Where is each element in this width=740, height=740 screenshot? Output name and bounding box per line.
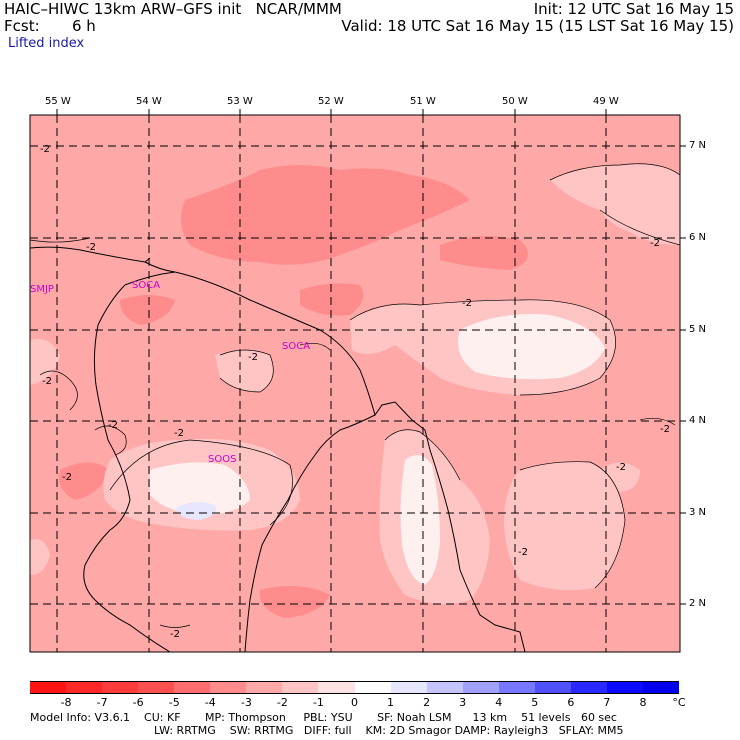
colorbar-tick-label: 5	[531, 696, 539, 709]
lat-label: 7 N	[689, 140, 707, 151]
valid-time: Valid: 18 UTC Sat 16 May 15 (15 LST Sat …	[341, 17, 734, 35]
lon-label: 50 W	[502, 96, 528, 107]
colorbar-swatch	[318, 681, 355, 694]
colorbar-swatch	[354, 681, 392, 694]
colorbar-swatch	[210, 681, 247, 694]
colorbar-tick-label: -8	[60, 696, 72, 709]
lon-label: 53 W	[227, 96, 253, 107]
lat-label: 2 N	[689, 598, 707, 609]
contour-label: -2	[170, 629, 180, 640]
colorbar-swatch	[534, 681, 572, 694]
contour-label: -2	[462, 298, 472, 309]
contour-label: -2	[616, 462, 626, 473]
station-label: SOCA	[132, 280, 160, 291]
lat-label: 5 N	[689, 324, 707, 335]
colorbar-swatch	[642, 681, 680, 694]
lon-label: 54 W	[136, 96, 162, 107]
lon-label: 55 W	[45, 96, 71, 107]
lat-label: 3 N	[689, 507, 707, 518]
colorbar-swatch	[30, 681, 67, 694]
contour-label: -2	[248, 352, 258, 363]
colorbar-tick-label: -6	[132, 696, 144, 709]
colorbar-tick-label: 4	[495, 696, 503, 709]
model-title: HAIC–HIWC 13km ARW–GFS init NCAR/MMM	[4, 0, 342, 18]
colorbar-tick-label: -1	[312, 696, 324, 709]
colorbar-swatch	[498, 681, 536, 694]
contour-label: -2	[108, 420, 118, 431]
colorbar-tick-label: 7	[603, 696, 611, 709]
colorbar-swatch	[246, 681, 283, 694]
field-neg3-regions	[59, 165, 528, 618]
forecast-hour: 6 h	[72, 17, 96, 35]
colorbar-tick-label: -2	[276, 696, 288, 709]
colorbar-tick-label: -5	[168, 696, 180, 709]
contour-label: -2	[40, 144, 50, 155]
contour-label: -2	[86, 242, 96, 253]
colorbar-tick-label: 2	[423, 696, 431, 709]
colorbar-swatch	[606, 681, 644, 694]
colorbar-tick-label: -4	[204, 696, 216, 709]
colorbar-tick-label: -3	[240, 696, 252, 709]
station-label: SOOS	[208, 454, 236, 465]
colorbar-swatch	[102, 681, 139, 694]
colorbar-tick-label: 8	[639, 696, 647, 709]
lon-label: 52 W	[318, 96, 344, 107]
contour-label: -2	[174, 428, 184, 439]
colorbar-swatch	[426, 681, 464, 694]
model-info-line2: LW: RRTMG SW: RRTMG DIFF: full KM: 2D Sm…	[154, 724, 624, 737]
lat-label: 4 N	[689, 415, 707, 426]
colorbar-swatch	[570, 681, 608, 694]
field-pos1-region	[175, 502, 216, 520]
colorbar-swatch	[66, 681, 103, 694]
contour-label: -2	[660, 424, 670, 435]
colorbar-unit: °C	[672, 696, 686, 709]
colorbar-swatch	[462, 681, 500, 694]
colorbar-tick-label: 6	[567, 696, 575, 709]
contour-label: -2	[42, 376, 52, 387]
contour-label: -2	[650, 238, 660, 249]
contour-label: -2	[62, 472, 72, 483]
colorbar-swatch	[282, 681, 319, 694]
colorbar-swatch	[174, 681, 211, 694]
station-label: SOCA	[282, 341, 310, 352]
colorbar-swatch	[138, 681, 175, 694]
field-name: Lifted index	[8, 36, 85, 51]
init-time: Init: 12 UTC Sat 16 May 15	[533, 0, 734, 18]
colorbar-tick-label: 3	[459, 696, 467, 709]
model-info-line1: Model Info: V3.6.1 CU: KF MP: Thompson P…	[30, 711, 617, 724]
lat-label: 6 N	[689, 232, 707, 243]
colorbar-tick-label: 0	[351, 696, 358, 709]
colorbar-tick-label: -7	[96, 696, 108, 709]
forecast-label: Fcst:	[4, 17, 40, 35]
station-label: SMJP	[30, 284, 54, 295]
latlon-grid	[30, 115, 680, 652]
lon-label: 49 W	[593, 96, 619, 107]
lon-label: 51 W	[410, 96, 436, 107]
colorbar-swatch	[390, 681, 428, 694]
contour-label: -2	[518, 547, 528, 558]
colorbar-tick-label: 1	[387, 696, 395, 709]
plot-frame	[29, 114, 681, 653]
